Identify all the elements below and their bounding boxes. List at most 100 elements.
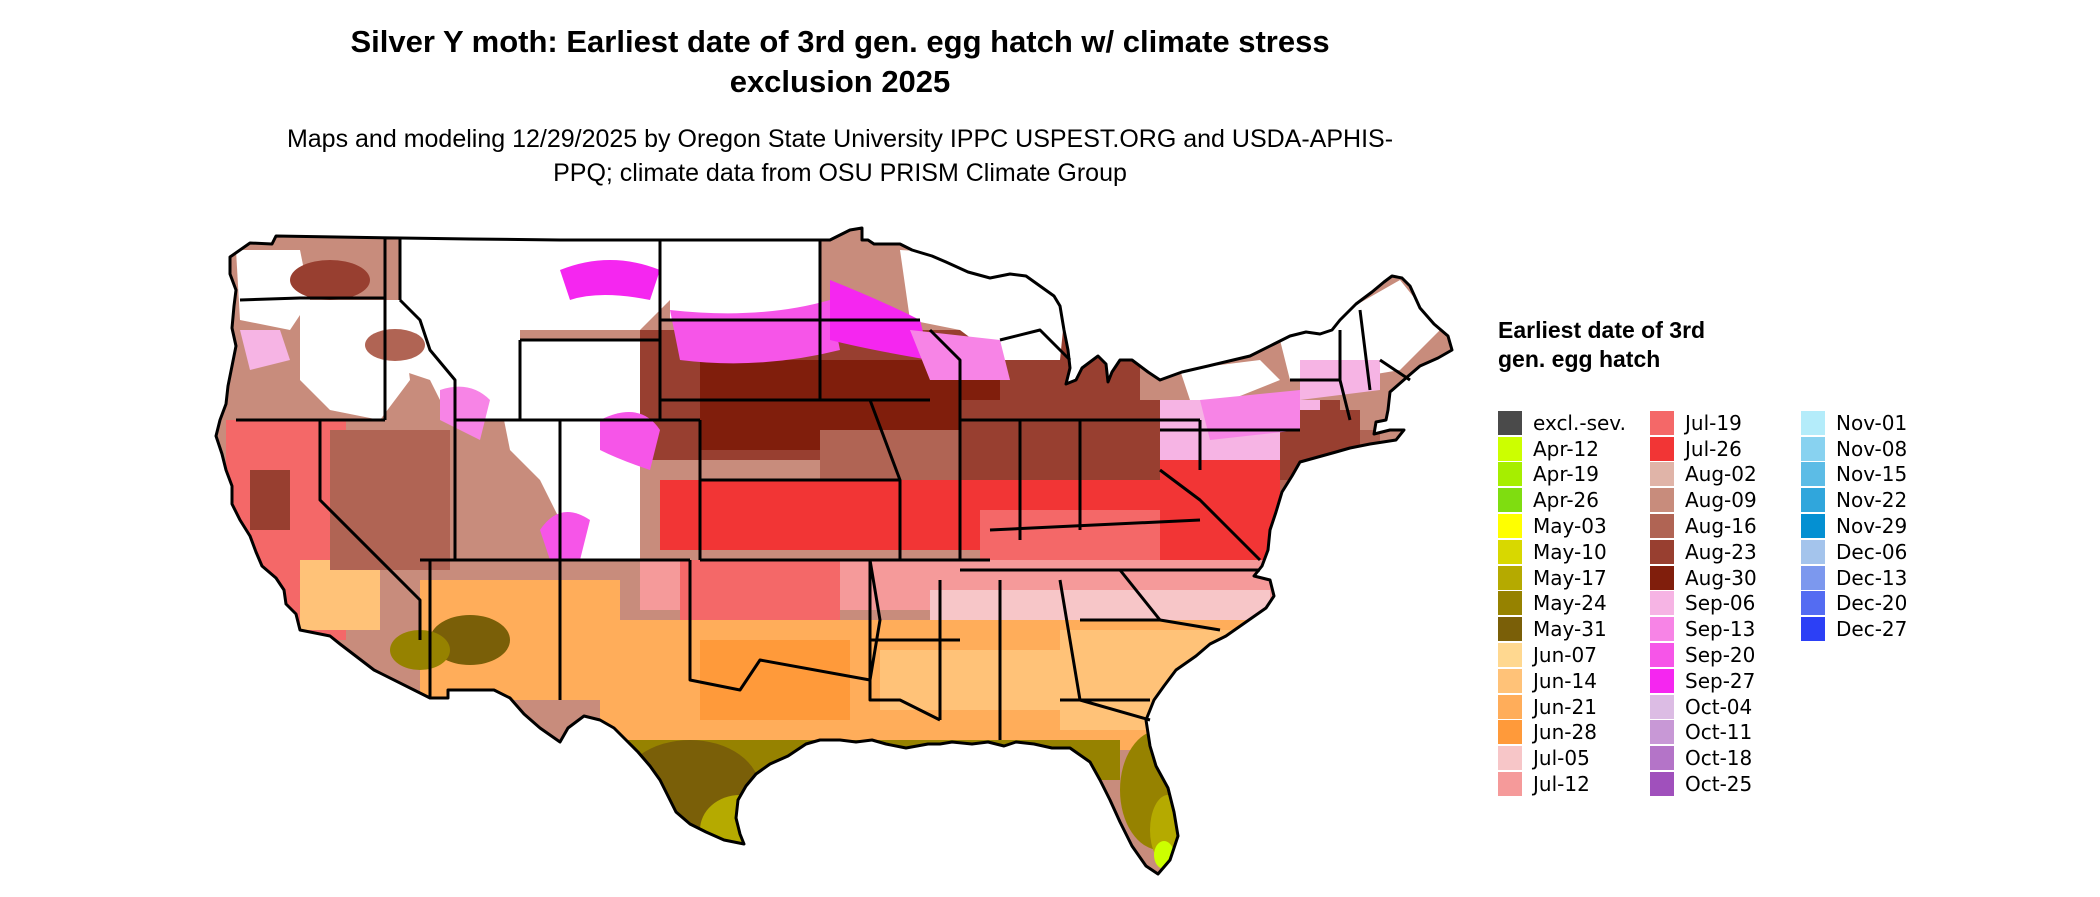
legend-swatch <box>1650 591 1674 616</box>
legend-label: Dec-20 <box>1836 591 1908 616</box>
legend-swatch <box>1498 565 1522 590</box>
legend-swatch <box>1498 514 1522 539</box>
legend-item: Jun-21 <box>1498 694 1626 720</box>
legend-label: Apr-19 <box>1533 462 1599 487</box>
legend-label: Oct-11 <box>1685 720 1753 745</box>
legend-label: Dec-06 <box>1836 539 1908 564</box>
legend-item: Jul-26 <box>1650 436 1757 462</box>
legend-item: Sep-13 <box>1650 616 1757 642</box>
legend-label: Aug-02 <box>1685 462 1757 487</box>
legend-column-2: Jul-19 Jul-26 Aug-02 Aug-09 Aug-16 Aug-23 Aug-… <box>1650 410 1757 797</box>
legend-item: Dec-06 <box>1801 539 1907 565</box>
legend-item: Nov-01 <box>1801 410 1907 436</box>
legend-label: May-31 <box>1533 617 1607 642</box>
legend-label: Jul-12 <box>1533 772 1590 797</box>
legend-swatch <box>1498 746 1522 771</box>
legend-swatch <box>1801 514 1825 539</box>
legend-label: Nov-15 <box>1836 462 1908 487</box>
legend-item: Nov-29 <box>1801 513 1907 539</box>
legend-label: Oct-18 <box>1685 746 1753 771</box>
legend-item: Jul-19 <box>1650 410 1757 436</box>
legend-item: Dec-27 <box>1801 616 1907 642</box>
legend-item: Oct-25 <box>1650 771 1757 797</box>
legend-label: Sep-20 <box>1685 643 1756 668</box>
legend-item: Oct-18 <box>1650 745 1757 771</box>
legend-swatch <box>1498 436 1522 461</box>
legend-label: Sep-06 <box>1685 591 1756 616</box>
legend-item: Apr-12 <box>1498 436 1626 462</box>
legend-swatch <box>1650 720 1674 745</box>
legend-item: Jun-14 <box>1498 668 1626 694</box>
legend-label: Jun-14 <box>1533 668 1597 693</box>
legend-swatch <box>1498 720 1522 745</box>
legend-label: May-10 <box>1533 539 1607 564</box>
legend-item: Nov-15 <box>1801 462 1907 488</box>
legend-item: May-17 <box>1498 565 1626 591</box>
legend-swatch <box>1650 746 1674 771</box>
legend-item: excl.-sev. <box>1498 410 1626 436</box>
legend-item: Aug-30 <box>1650 565 1757 591</box>
legend-item: Jul-05 <box>1498 745 1626 771</box>
legend-item: Apr-26 <box>1498 487 1626 513</box>
legend-item: Jun-28 <box>1498 720 1626 746</box>
legend-item: Aug-16 <box>1650 513 1757 539</box>
legend-item: Aug-02 <box>1650 462 1757 488</box>
legend-label: excl.-sev. <box>1533 410 1626 435</box>
legend-label: May-17 <box>1533 565 1607 590</box>
legend-swatch <box>1650 643 1674 668</box>
legend-label: May-24 <box>1533 591 1607 616</box>
legend-item: Dec-20 <box>1801 591 1907 617</box>
legend-item: Nov-08 <box>1801 436 1907 462</box>
legend-label: Jul-05 <box>1533 746 1590 771</box>
legend-column-3: Nov-01 Nov-08 Nov-15 Nov-22 Nov-29 Dec-06 Dec-… <box>1801 410 1907 642</box>
legend-item: Aug-09 <box>1650 487 1757 513</box>
legend-label: Jun-28 <box>1533 720 1597 745</box>
legend-swatch <box>1801 436 1825 461</box>
legend-swatch <box>1801 488 1825 513</box>
legend-swatch <box>1801 410 1825 435</box>
legend-title: Earliest date of 3rd gen. egg hatch <box>1498 317 1706 372</box>
legend-label: Sep-13 <box>1685 617 1756 642</box>
legend-label: Aug-23 <box>1685 539 1757 564</box>
legend-label: Oct-04 <box>1685 694 1753 719</box>
legend-item: Oct-11 <box>1650 720 1757 746</box>
legend-item: May-24 <box>1498 591 1626 617</box>
legend-swatch <box>1498 694 1522 719</box>
legend-swatch <box>1801 462 1825 487</box>
legend-swatch <box>1801 617 1825 642</box>
legend-swatch <box>1498 462 1522 487</box>
legend-swatch <box>1498 539 1522 564</box>
legend-item: Jul-12 <box>1498 771 1626 797</box>
legend-swatch <box>1650 694 1674 719</box>
legend-swatch <box>1498 772 1522 797</box>
map-subtitle: Maps and modeling 12/29/2025 by Oregon S… <box>286 125 1394 187</box>
legend-swatch <box>1650 539 1674 564</box>
legend-label: Oct-25 <box>1685 772 1753 797</box>
legend-swatch <box>1650 668 1674 693</box>
legend-swatch <box>1498 410 1522 435</box>
legend-label: Jul-26 <box>1685 436 1742 461</box>
legend-label: Nov-22 <box>1836 488 1908 513</box>
legend-label: Nov-29 <box>1836 514 1908 539</box>
legend-swatch <box>1801 539 1825 564</box>
legend-swatch <box>1498 617 1522 642</box>
legend-swatch <box>1650 514 1674 539</box>
legend-item: May-10 <box>1498 539 1626 565</box>
legend-swatch <box>1498 591 1522 616</box>
hatch-date-layer <box>216 228 1452 874</box>
legend-item: Jun-07 <box>1498 642 1626 668</box>
legend-item: May-31 <box>1498 616 1626 642</box>
legend-swatch <box>1650 462 1674 487</box>
legend-swatch <box>1650 436 1674 461</box>
legend-label: Dec-27 <box>1836 617 1908 642</box>
legend-label: Aug-09 <box>1685 488 1757 513</box>
legend-label: Aug-16 <box>1685 514 1757 539</box>
legend-item: Dec-13 <box>1801 565 1907 591</box>
legend-label: Jun-07 <box>1533 643 1597 668</box>
legend-swatch <box>1498 643 1522 668</box>
legend-swatch <box>1650 617 1674 642</box>
legend-swatch <box>1650 565 1674 590</box>
legend-item: Apr-19 <box>1498 462 1626 488</box>
legend-label: Apr-12 <box>1533 436 1599 461</box>
legend-item: Nov-22 <box>1801 487 1907 513</box>
